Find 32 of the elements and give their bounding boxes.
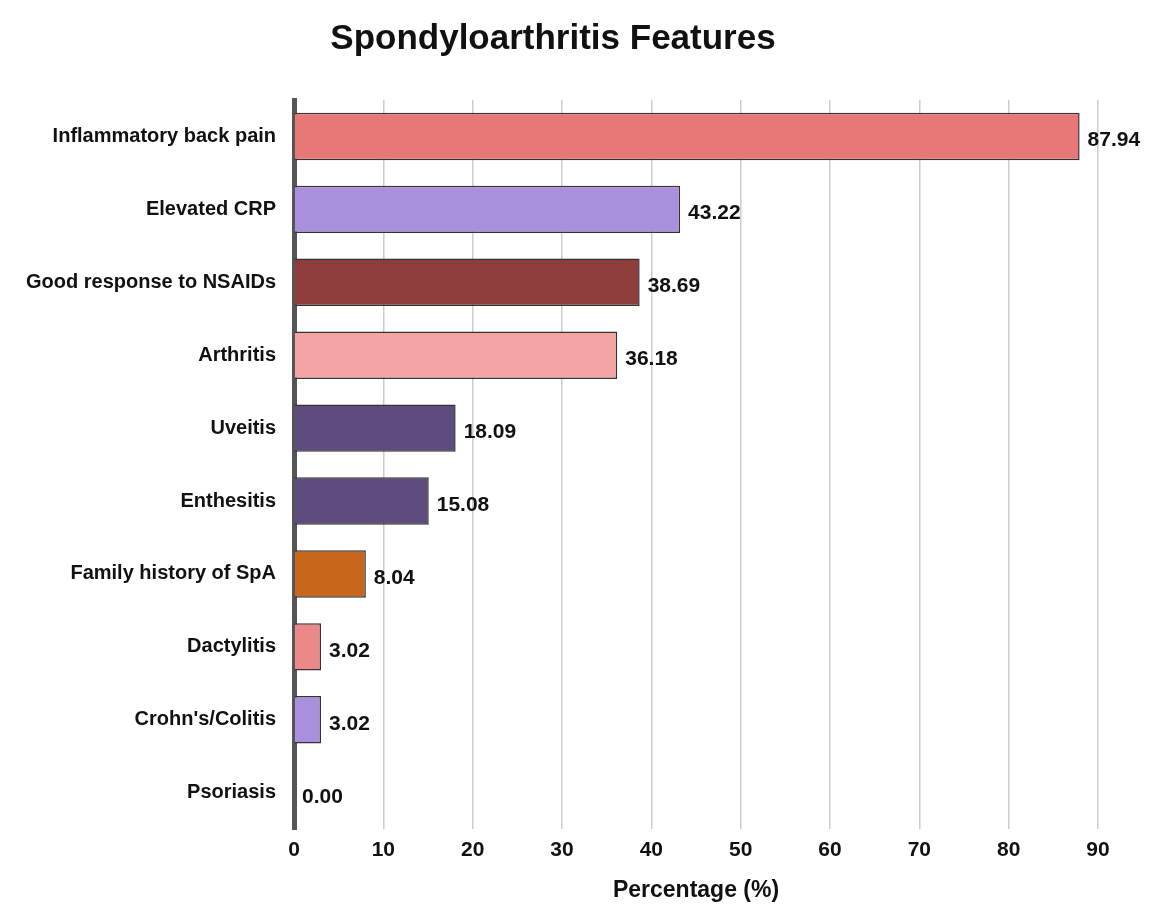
y-tick-label: Crohn's/Colitis	[134, 707, 277, 730]
x-tick-label: 30	[550, 836, 574, 860]
y-tick-label: Family history of SpA	[70, 561, 277, 584]
y-tick-label: Arthritis	[198, 342, 277, 365]
data-label: 38.69	[647, 273, 701, 297]
x-tick-label: 70	[907, 836, 932, 860]
data-label: 8.04	[373, 564, 416, 588]
data-label: 15.08	[436, 491, 490, 515]
data-label: 87.94	[1087, 127, 1141, 151]
data-label: 36.18	[625, 346, 679, 370]
x-tick-label: 80	[996, 836, 1021, 860]
x-tick-label: 90	[1086, 836, 1110, 860]
x-tick-label: 60	[818, 836, 842, 860]
x-tick-label: 0	[288, 836, 300, 860]
y-tick-label: Psoriasis	[187, 780, 277, 803]
x-axis-title: Percentage (%)	[612, 875, 780, 902]
data-label: 43.22	[688, 200, 741, 224]
chart-title: Spondyloarthritis Features	[330, 16, 776, 56]
y-tick-label: Dactylitis	[187, 634, 277, 657]
x-tick-label: 10	[371, 836, 396, 860]
data-label: 0.00	[302, 783, 343, 807]
y-tick-label: Enthesitis	[180, 488, 277, 511]
y-tick-label: Inflammatory back pain	[52, 123, 277, 146]
y-tick-label: Good response to NSAIDs	[26, 269, 277, 292]
y-tick-label: Uveitis	[210, 415, 277, 438]
x-tick-label: 50	[729, 836, 753, 860]
data-label: 3.02	[329, 710, 370, 734]
data-label: 18.09	[463, 418, 517, 442]
y-tick-label: Elevated CRP	[145, 196, 277, 219]
x-tick-label: 20	[461, 836, 485, 860]
data-label: 3.02	[329, 637, 370, 661]
x-tick-label: 40	[639, 836, 664, 860]
